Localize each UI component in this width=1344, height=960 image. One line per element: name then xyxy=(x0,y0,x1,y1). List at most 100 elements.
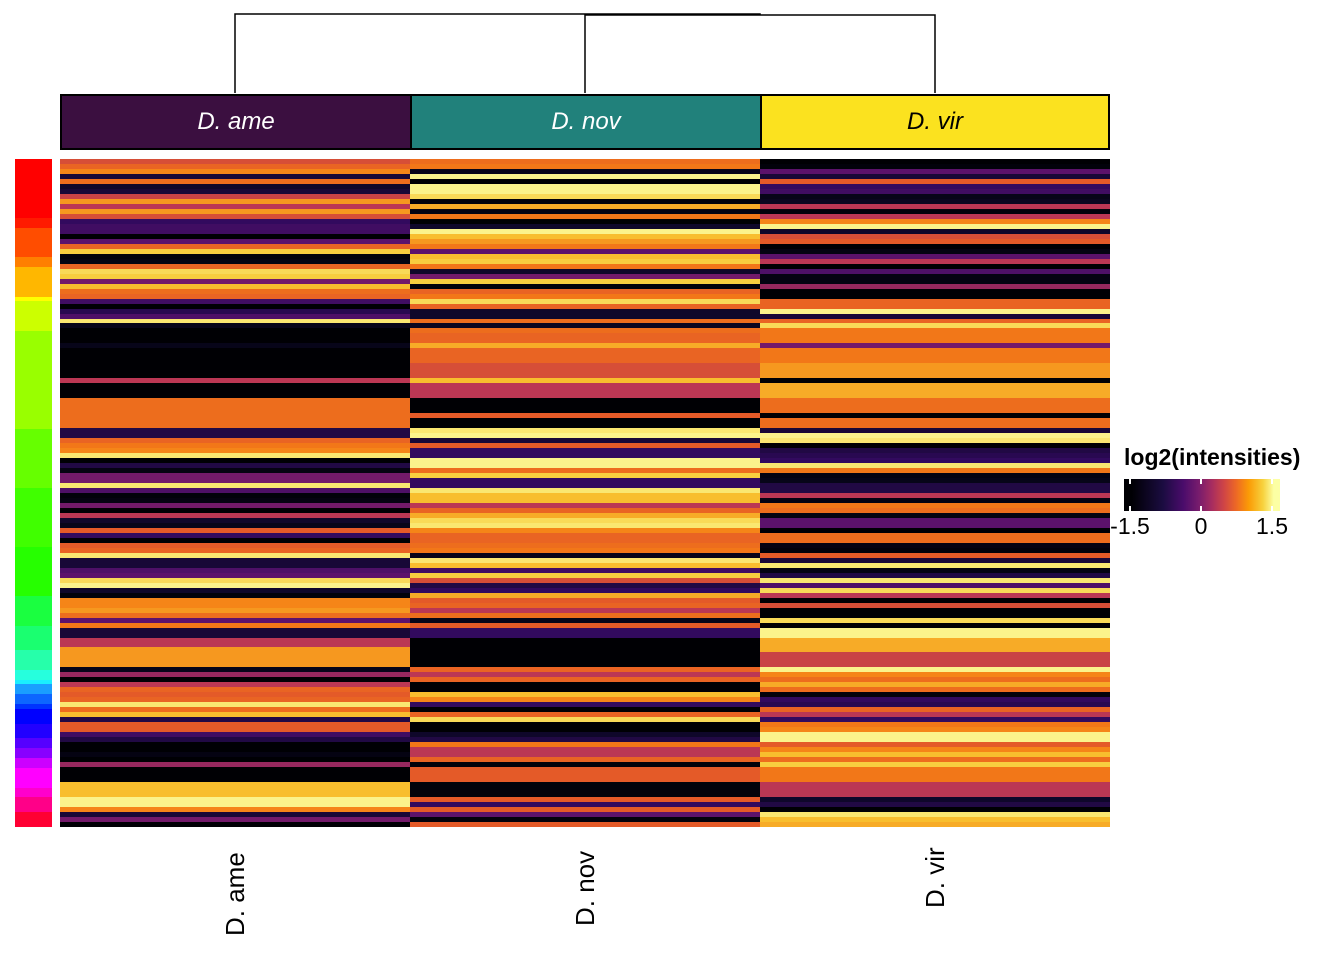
heatmap-cell xyxy=(410,168,760,174)
heatmap-cell xyxy=(410,303,760,309)
heatmap-cell xyxy=(410,722,760,728)
row-cluster-block xyxy=(15,159,52,218)
heatmap-cell xyxy=(760,747,1110,753)
heatmap-row xyxy=(60,213,1110,219)
heatmap-cell xyxy=(410,687,760,693)
heatmap-cell xyxy=(760,587,1110,593)
heatmap-cell xyxy=(60,816,410,822)
legend-tick-mark xyxy=(1271,479,1273,511)
heatmap-row xyxy=(60,487,1110,493)
heatmap-row xyxy=(60,712,1110,718)
heatmap-row xyxy=(60,682,1110,688)
heatmap-cell xyxy=(410,712,760,718)
heatmap-cell xyxy=(760,333,1110,339)
heatmap-row xyxy=(60,547,1110,553)
heatmap-cell xyxy=(60,667,410,673)
heatmap-cell xyxy=(410,428,760,434)
row-cluster-block xyxy=(15,301,52,331)
heatmap-row xyxy=(60,368,1110,374)
heatmap-cell xyxy=(60,388,410,394)
heatmap-row xyxy=(60,727,1110,733)
heatmap-cell xyxy=(760,378,1110,384)
heatmap-cell xyxy=(760,263,1110,269)
heatmap-cell xyxy=(60,632,410,638)
heatmap-row xyxy=(60,338,1110,344)
heatmap-cell xyxy=(410,468,760,474)
heatmap-cell xyxy=(410,383,760,389)
heatmap-cell xyxy=(760,816,1110,822)
heatmap-cell xyxy=(760,782,1110,788)
heatmap-cell xyxy=(60,238,410,244)
heatmap-row xyxy=(60,223,1110,229)
heatmap-cell xyxy=(760,712,1110,718)
heatmap-row xyxy=(60,797,1110,802)
heatmap-cell xyxy=(410,782,760,788)
heatmap-cell xyxy=(760,393,1110,399)
heatmap-cell xyxy=(760,737,1110,743)
heatmap-row xyxy=(60,378,1110,384)
heatmap-cell xyxy=(410,592,760,598)
heatmap-row xyxy=(60,398,1110,404)
heatmap-cell xyxy=(410,717,760,723)
heatmap-cell xyxy=(410,527,760,533)
heatmap-cell xyxy=(760,159,1110,164)
column-label-d-ame: D. ame xyxy=(220,852,250,936)
heatmap-row xyxy=(60,313,1110,319)
heatmap-cell xyxy=(760,203,1110,209)
heatmap-row xyxy=(60,617,1110,623)
heatmap-cell xyxy=(760,801,1110,807)
heatmap-row xyxy=(60,767,1110,773)
row-cluster-block xyxy=(15,429,52,489)
heatmap-cell xyxy=(60,722,410,728)
heatmap-cell xyxy=(410,193,760,199)
heatmap-cell xyxy=(760,806,1110,812)
heatmap-cell xyxy=(410,293,760,299)
heatmap-cell xyxy=(410,557,760,563)
heatmap-cell xyxy=(760,622,1110,628)
heatmap-cell xyxy=(410,338,760,344)
heatmap-cell xyxy=(410,772,760,778)
heatmap-row xyxy=(60,238,1110,244)
heatmap-cell xyxy=(60,607,410,613)
heatmap-cell xyxy=(410,552,760,558)
heatmap-row xyxy=(60,647,1110,653)
heatmap-cell xyxy=(760,353,1110,359)
heatmap-cell xyxy=(60,811,410,817)
heatmap-row xyxy=(60,567,1110,573)
heatmap-row xyxy=(60,652,1110,658)
heatmap-cell xyxy=(60,333,410,339)
heatmap-cell xyxy=(410,478,760,483)
heatmap-cell xyxy=(60,502,410,508)
row-cluster-block xyxy=(15,296,52,302)
heatmap-cell xyxy=(410,288,760,294)
row-cluster-block xyxy=(15,758,52,768)
heatmap-cell xyxy=(760,532,1110,538)
heatmap-row xyxy=(60,512,1110,518)
heatmap-row xyxy=(60,627,1110,633)
heatmap-cell xyxy=(410,697,760,703)
heatmap-cell xyxy=(60,463,410,469)
heatmap-cell xyxy=(60,298,410,304)
heatmap-cell xyxy=(60,243,410,249)
heatmap-cell xyxy=(760,557,1110,563)
heatmap-cell xyxy=(60,348,410,354)
heatmap-cell xyxy=(760,368,1110,374)
heatmap-cell xyxy=(760,602,1110,608)
heatmap-cell xyxy=(60,168,410,174)
heatmap-row xyxy=(60,702,1110,708)
heatmap-cell xyxy=(60,403,410,409)
heatmap-cell xyxy=(60,747,410,753)
heatmap-row xyxy=(60,752,1110,758)
heatmap-cell xyxy=(760,298,1110,304)
heatmap-row xyxy=(60,692,1110,698)
heatmap-cell xyxy=(760,657,1110,663)
heatmap-row xyxy=(60,443,1110,449)
row-cluster-block xyxy=(15,625,52,651)
heatmap-row xyxy=(60,159,1110,164)
heatmap-cell xyxy=(760,443,1110,449)
heatmap-row xyxy=(60,228,1110,234)
heatmap-cell xyxy=(60,173,410,179)
heatmap-row xyxy=(60,388,1110,394)
heatmap-cell xyxy=(60,757,410,763)
heatmap-cell xyxy=(410,188,760,194)
